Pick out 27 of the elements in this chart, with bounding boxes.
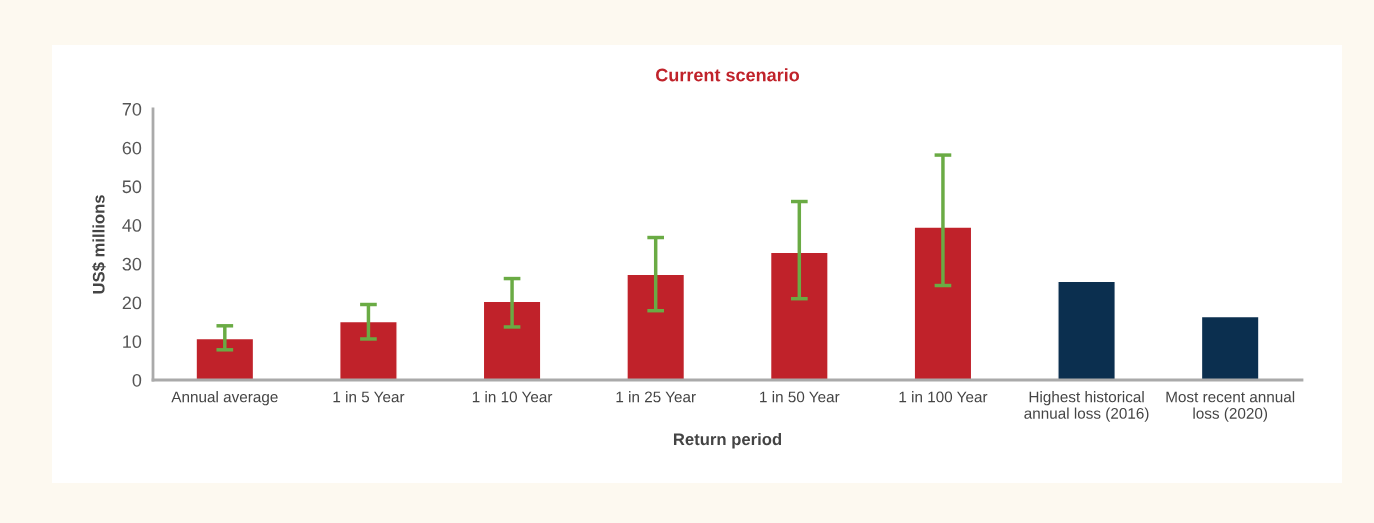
y-tick-label: 70 bbox=[122, 102, 142, 116]
bar bbox=[1200, 315, 1260, 380]
x-tick-label: 1 in 50 Year bbox=[760, 391, 840, 403]
bar bbox=[339, 320, 398, 380]
x-tick-label: Highest historical annual loss (2016) bbox=[1024, 391, 1149, 422]
x-tick-label: 1 in 5 Year bbox=[333, 391, 405, 403]
bar bbox=[769, 251, 829, 380]
y-tick-label: 60 bbox=[122, 141, 142, 155]
bar bbox=[195, 337, 255, 380]
y-tick-label: 30 bbox=[122, 257, 142, 271]
y-tick-label: 50 bbox=[122, 180, 142, 194]
bar bbox=[1057, 280, 1116, 380]
x-tick-label: Annual average bbox=[171, 391, 278, 406]
x-tick-label: 1 in 10 Year bbox=[472, 391, 553, 403]
x-axis-title: Return period bbox=[673, 432, 782, 449]
chart-title: Current scenario bbox=[656, 68, 800, 82]
bar bbox=[482, 300, 542, 380]
y-tick-label: 0 bbox=[132, 373, 142, 387]
bar bbox=[913, 226, 973, 380]
x-tick-label: 1 in 100 Year bbox=[899, 391, 988, 403]
y-axis-title: US$ millions bbox=[92, 195, 106, 294]
y-tick-label: 40 bbox=[122, 219, 142, 232]
y-tick-label: 20 bbox=[122, 296, 142, 310]
bar bbox=[626, 273, 686, 380]
y-tick-label: 10 bbox=[123, 335, 142, 349]
x-tick-label: Most recent annual loss (2020) bbox=[1166, 391, 1295, 422]
x-tick-label: 1 in 25 Year bbox=[616, 391, 696, 403]
